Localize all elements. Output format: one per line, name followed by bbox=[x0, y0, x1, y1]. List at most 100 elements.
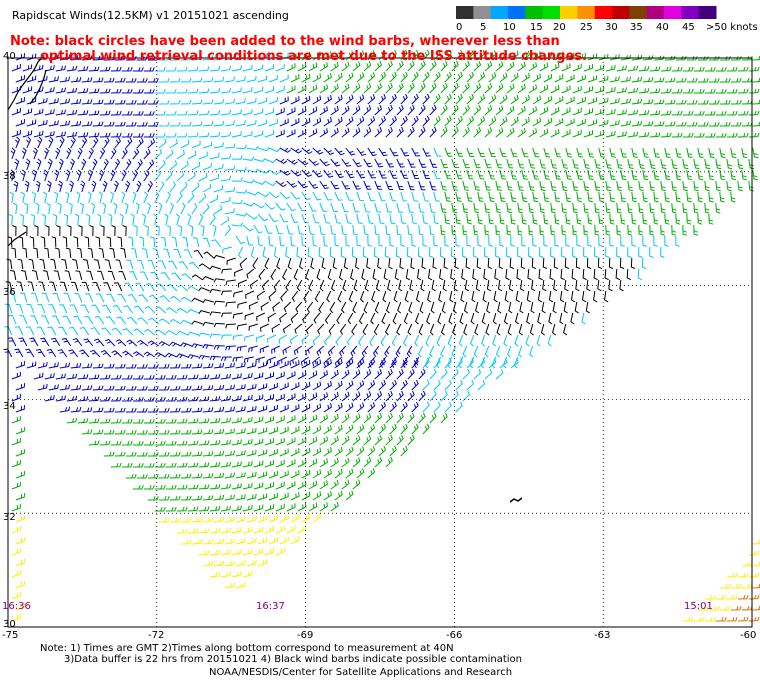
wind-barb bbox=[466, 93, 474, 105]
wind-barb bbox=[10, 147, 16, 160]
wind-barb bbox=[268, 147, 281, 153]
wind-barb bbox=[388, 257, 393, 270]
wind-barb bbox=[158, 340, 171, 347]
wind-barb bbox=[345, 380, 354, 391]
wind-barb bbox=[550, 202, 556, 214]
wind-barb bbox=[539, 106, 549, 116]
wind-barb bbox=[466, 147, 475, 157]
wind-barb bbox=[400, 93, 408, 105]
wind-barb bbox=[46, 180, 52, 193]
wind-barb bbox=[102, 180, 108, 193]
wind-barb bbox=[213, 538, 225, 545]
wind-barb bbox=[285, 246, 290, 259]
wind-barb bbox=[95, 236, 101, 248]
wind-barb bbox=[506, 180, 513, 191]
wind-barb bbox=[346, 334, 354, 346]
wind-barb bbox=[198, 332, 210, 337]
wind-barb bbox=[268, 514, 278, 523]
wind-barb bbox=[583, 224, 589, 236]
wind-barb bbox=[367, 235, 372, 247]
wind-barb bbox=[268, 382, 278, 391]
wind-barb bbox=[671, 66, 683, 72]
wind-barb bbox=[510, 116, 519, 127]
wind-barb bbox=[260, 323, 270, 332]
wind-barb bbox=[289, 356, 299, 366]
wind-barb bbox=[253, 372, 264, 380]
wind-barb bbox=[144, 305, 156, 314]
wind-barb bbox=[279, 213, 289, 223]
wind-barb bbox=[273, 246, 279, 259]
wind-barb bbox=[440, 390, 448, 402]
wind-barb bbox=[367, 424, 376, 435]
lon-label-66: -66 bbox=[446, 630, 463, 641]
wind-barb bbox=[462, 224, 468, 236]
wind-barb bbox=[594, 246, 599, 258]
wind-barb bbox=[473, 127, 482, 138]
wind-barb bbox=[403, 312, 409, 325]
wind-barb bbox=[495, 180, 502, 191]
legend-label-25: 25 bbox=[580, 22, 593, 33]
wind-barb bbox=[473, 83, 482, 94]
wind-barb bbox=[537, 290, 543, 303]
wind-barb bbox=[178, 261, 189, 270]
wind-barb bbox=[554, 147, 562, 158]
wind-barb bbox=[301, 117, 311, 127]
wind-barb bbox=[257, 147, 270, 152]
wind-barb bbox=[389, 213, 396, 225]
wind-barb bbox=[124, 202, 129, 215]
wind-barb bbox=[268, 169, 281, 176]
wind-barb bbox=[605, 86, 616, 94]
wind-barb bbox=[253, 202, 265, 209]
wind-barb bbox=[308, 62, 318, 72]
wind-barb bbox=[91, 304, 101, 314]
wind-barb bbox=[87, 169, 93, 182]
wind-barb bbox=[143, 111, 155, 116]
wind-barb bbox=[297, 62, 307, 72]
wind-barb bbox=[154, 463, 166, 468]
wind-barb bbox=[341, 435, 350, 446]
wind-barb bbox=[529, 345, 534, 358]
wind-barb bbox=[572, 224, 578, 236]
wind-barb bbox=[334, 213, 342, 224]
wind-barb bbox=[528, 158, 536, 169]
wind-barb bbox=[363, 301, 369, 314]
wind-barb bbox=[9, 191, 14, 204]
wind-barb bbox=[642, 235, 647, 247]
wind-barb bbox=[11, 525, 21, 534]
wind-barb bbox=[352, 127, 361, 138]
wind-barb bbox=[235, 406, 246, 413]
wind-barb bbox=[209, 571, 221, 578]
wind-barb bbox=[389, 169, 398, 179]
wind-barb bbox=[451, 180, 459, 191]
wind-barb bbox=[411, 357, 419, 369]
wind-barb bbox=[532, 235, 537, 247]
wind-barb bbox=[506, 246, 511, 258]
wind-barb bbox=[345, 424, 354, 435]
wind-barb bbox=[11, 371, 21, 380]
wind-barb bbox=[301, 425, 311, 435]
wind-barb bbox=[328, 323, 336, 335]
wind-barb bbox=[561, 158, 568, 169]
wind-barb bbox=[370, 312, 376, 325]
wind-barb bbox=[385, 224, 391, 236]
wind-barb bbox=[165, 418, 177, 424]
wind-barb bbox=[121, 375, 133, 380]
wind-barb bbox=[220, 373, 232, 380]
lon-label-60: -60 bbox=[740, 630, 757, 641]
wind-barb bbox=[51, 236, 57, 248]
wind-barb bbox=[29, 236, 35, 248]
wind-barb bbox=[158, 364, 170, 369]
wind-barb bbox=[440, 180, 448, 191]
wind-barb bbox=[664, 147, 671, 158]
wind-barb bbox=[730, 169, 737, 181]
wind-barb bbox=[492, 334, 497, 347]
wind-barb bbox=[158, 430, 170, 435]
wind-barb bbox=[660, 88, 672, 94]
wind-barb bbox=[180, 139, 190, 149]
wind-barb bbox=[242, 504, 253, 512]
wind-barb bbox=[367, 402, 376, 413]
wind-barb bbox=[463, 323, 468, 336]
wind-barb bbox=[155, 306, 167, 314]
wind-barb bbox=[308, 180, 319, 189]
wind-barb bbox=[356, 424, 365, 435]
